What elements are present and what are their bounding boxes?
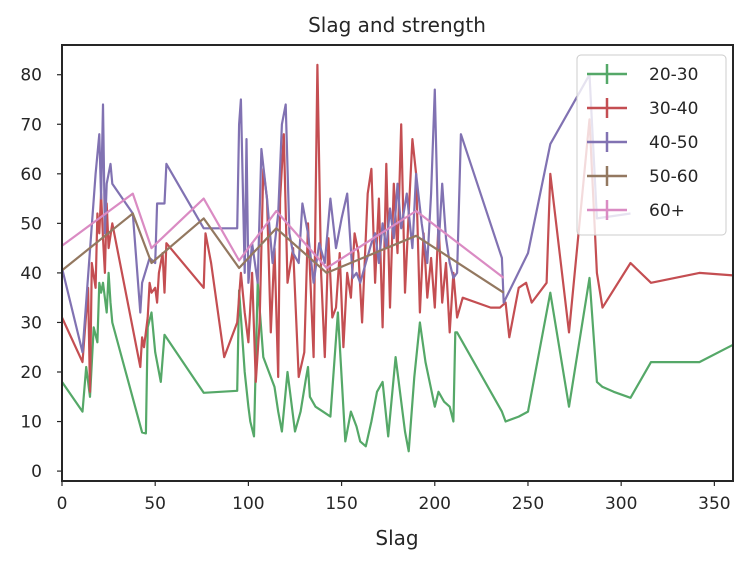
x-tick-label: 50 (144, 494, 166, 514)
x-tick-label: 100 (232, 494, 264, 514)
y-tick-label: 20 (20, 363, 42, 383)
x-axis-label: Slag (375, 526, 418, 550)
y-tick-label: 70 (20, 115, 42, 135)
x-tick-label: 0 (57, 494, 68, 514)
y-tick-label: 60 (20, 165, 42, 185)
legend-label-30-40: 30-40 (649, 99, 698, 119)
series-line-20-30 (62, 273, 733, 451)
y-tick-label: 30 (20, 313, 42, 333)
y-tick-label: 0 (31, 462, 42, 482)
legend-label-60: 60+ (649, 201, 685, 221)
legend-label-40-50: 40-50 (649, 133, 698, 153)
y-tick-label: 10 (20, 413, 42, 433)
x-tick-label: 250 (512, 494, 544, 514)
x-tick-label: 350 (698, 494, 730, 514)
y-tick-label: 40 (20, 264, 42, 284)
chart-title: Slag and strength (308, 13, 486, 37)
legend: 20-30 30-40 40-50 50-60 60+ (577, 55, 726, 235)
x-tick-label: 150 (325, 494, 357, 514)
x-axis-ticks: 0 50 100 150 200 250 300 350 (57, 481, 731, 514)
y-axis-ticks: 0 10 20 30 40 50 60 70 80 (20, 66, 62, 482)
x-tick-label: 300 (605, 494, 637, 514)
x-tick-label: 200 (419, 494, 451, 514)
y-tick-label: 50 (20, 214, 42, 234)
legend-label-20-30: 20-30 (649, 65, 698, 85)
legend-label-50-60: 50-60 (649, 167, 698, 187)
y-tick-label: 80 (20, 66, 42, 86)
